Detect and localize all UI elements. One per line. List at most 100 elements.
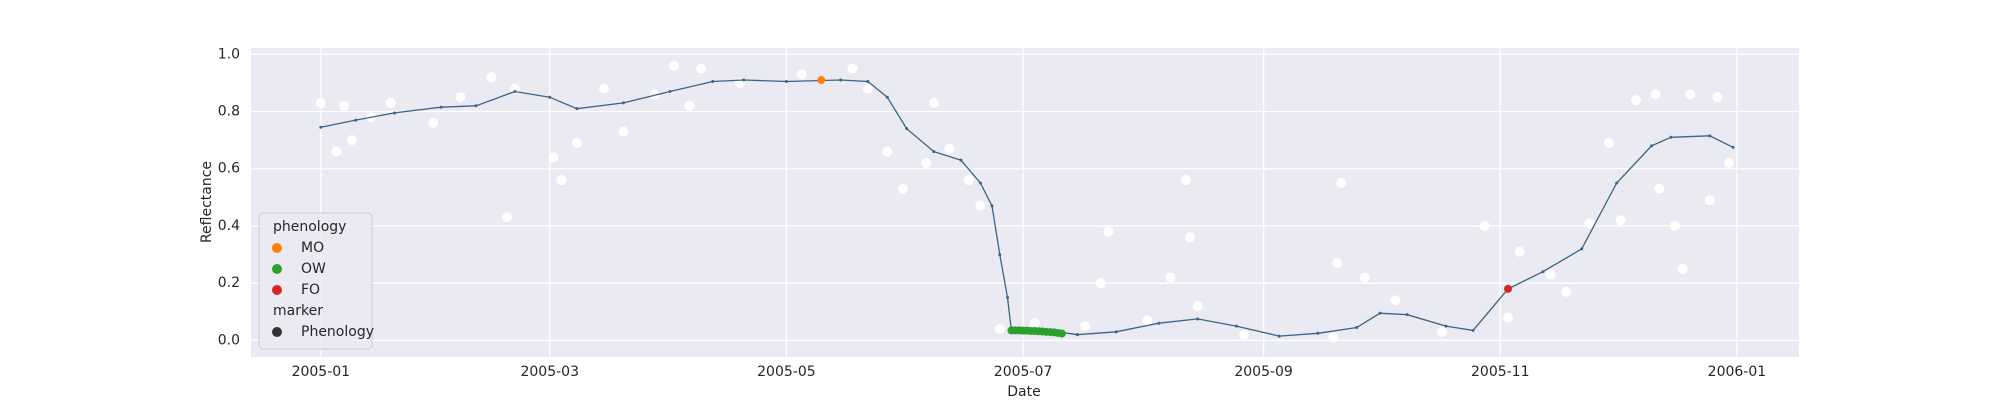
x-tick-label: 2005-09 <box>1234 364 1293 380</box>
observation-point <box>331 146 342 157</box>
line-vertex <box>1444 324 1448 328</box>
line-vertex <box>1580 247 1584 251</box>
observation-point <box>1545 269 1556 280</box>
observation-point <box>975 200 986 211</box>
observation-point <box>1514 246 1525 257</box>
observation-point <box>897 183 908 194</box>
line-vertex <box>866 79 870 83</box>
line-vertex <box>354 118 358 122</box>
legend-title: phenology <box>273 219 346 235</box>
line-vertex <box>1378 311 1382 315</box>
line-vertex <box>978 181 982 185</box>
observation-point <box>486 72 497 83</box>
phenology-point <box>1504 284 1513 293</box>
observation-point <box>1650 89 1661 100</box>
line-vertex <box>575 107 579 111</box>
line-vertex <box>1006 295 1010 299</box>
legend-label: OW <box>301 261 326 277</box>
line-vertex <box>319 125 323 129</box>
observation-point <box>1631 95 1642 106</box>
y-tick-label: 0.6 <box>218 161 240 177</box>
observation-point <box>1142 315 1153 326</box>
observation-point <box>1080 321 1091 332</box>
line-vertex <box>1157 321 1161 325</box>
y-tick-label: 0.8 <box>218 104 240 120</box>
line-vertex <box>839 78 843 82</box>
line-vertex <box>1277 334 1281 338</box>
line-vertex <box>621 101 625 105</box>
observation-point <box>618 126 629 137</box>
line-vertex <box>711 79 715 83</box>
legend-box <box>258 212 373 350</box>
observation-point <box>1677 263 1688 274</box>
x-tick-label: 2006-01 <box>1708 364 1767 380</box>
line-vertex <box>1355 326 1359 330</box>
observation-point <box>571 137 582 148</box>
legend-label: Phenology <box>301 324 374 340</box>
observation-point <box>668 60 679 71</box>
observation-point <box>847 63 858 74</box>
line-vertex <box>959 158 963 162</box>
line-vertex <box>1316 331 1320 335</box>
observation-point <box>1332 258 1343 269</box>
observation-point <box>346 135 357 146</box>
line-vertex <box>885 95 889 99</box>
observation-point <box>862 83 873 94</box>
observation-point <box>1103 226 1114 237</box>
observation-point <box>385 97 396 108</box>
legend-swatch <box>272 264 282 274</box>
x-tick-label: 2005-03 <box>520 364 579 380</box>
observation-point <box>1603 137 1614 148</box>
line-vertex <box>932 150 936 154</box>
line-vertex <box>1196 317 1200 321</box>
line-vertex <box>1669 135 1673 139</box>
x-tick-label: 2005-01 <box>292 364 351 380</box>
observation-point <box>1165 272 1176 283</box>
observation-point <box>882 146 893 157</box>
line-vertex <box>1234 324 1238 328</box>
line-vertex <box>1650 144 1654 148</box>
observation-point <box>502 212 513 223</box>
legend-swatch <box>272 327 282 337</box>
line-vertex <box>784 79 788 83</box>
observation-point <box>428 117 439 128</box>
y-axis-label: Reflectance <box>199 161 215 243</box>
line-vertex <box>668 89 672 93</box>
observation-point <box>1503 312 1514 323</box>
observation-point <box>1561 286 1572 297</box>
line-vertex <box>474 104 478 108</box>
observation-point <box>1669 220 1680 231</box>
observation-point <box>1239 329 1250 340</box>
line-vertex <box>998 253 1002 257</box>
legend-label: MO <box>301 240 324 256</box>
observation-point <box>1390 295 1401 306</box>
observation-point <box>556 175 567 186</box>
y-tick-label: 0.4 <box>218 218 240 234</box>
x-tick-label: 2005-07 <box>994 364 1053 380</box>
x-tick-label: 2005-05 <box>757 364 816 380</box>
y-tick-label: 1.0 <box>218 46 240 62</box>
observation-point <box>509 83 520 94</box>
line-vertex <box>1708 134 1712 138</box>
observation-point <box>921 158 932 169</box>
observation-point <box>796 69 807 80</box>
line-vertex <box>1405 313 1409 317</box>
observation-point <box>1192 301 1203 312</box>
phenology-point <box>1057 329 1066 338</box>
legend-swatch <box>272 285 282 295</box>
observation-point <box>994 323 1005 334</box>
observation-point <box>315 97 326 108</box>
observation-point <box>696 63 707 74</box>
observation-point <box>1654 183 1665 194</box>
observation-point <box>548 152 559 163</box>
line-vertex <box>990 204 994 208</box>
x-axis-label: Date <box>1007 384 1040 400</box>
line-vertex <box>1731 145 1735 149</box>
observation-point <box>1712 92 1723 103</box>
line-vertex <box>548 95 552 99</box>
observation-point <box>684 100 695 111</box>
plot-area <box>251 48 1799 357</box>
line-vertex <box>1471 328 1475 332</box>
observation-point <box>1359 272 1370 283</box>
